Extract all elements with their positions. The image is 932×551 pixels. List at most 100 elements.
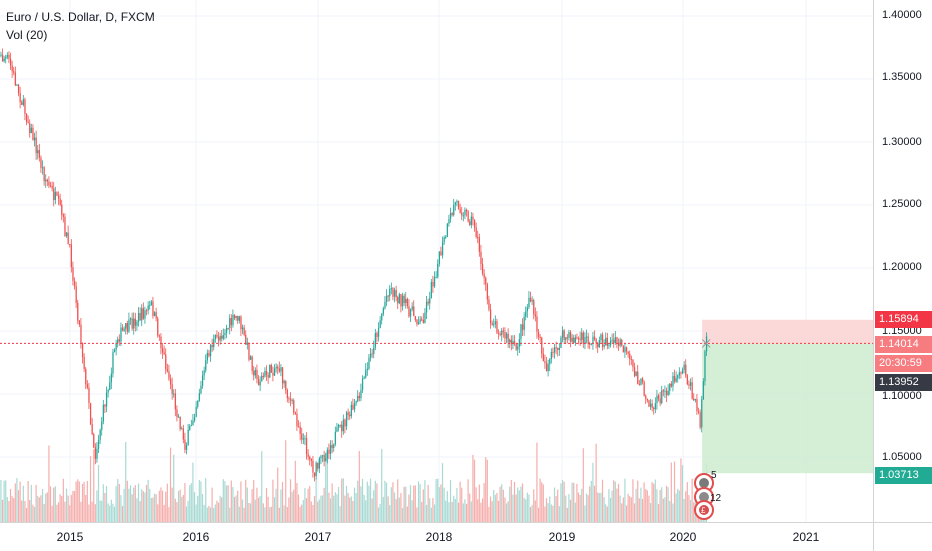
candle-body (191, 425, 192, 426)
time-tick: 2015 (57, 530, 84, 544)
candle-body (127, 323, 128, 332)
price-tick: 1.30000 (882, 136, 922, 148)
short-position-tool[interactable] (702, 320, 873, 473)
candle-body (93, 434, 94, 447)
volume-bar (202, 494, 203, 522)
volume-bar (472, 455, 473, 522)
event-markers[interactable]: 5 12 £ (695, 470, 722, 519)
volume-bar (399, 498, 400, 522)
candle-body (221, 336, 222, 339)
candle-body (109, 382, 110, 389)
volume-bar (132, 494, 133, 522)
volume-bar (316, 478, 317, 522)
candle-body (498, 333, 499, 334)
candle-body (282, 367, 283, 383)
candle-body (328, 450, 329, 454)
price-axis[interactable]: 1.40000 1.35000 1.30000 1.25000 1.20000 … (873, 0, 932, 522)
volume-bar (517, 487, 518, 522)
volume-bar (506, 503, 507, 522)
candle-body (36, 138, 37, 154)
candle-body (663, 390, 664, 391)
symbol-legend[interactable]: Euro / U.S. Dollar, D, FXCM (6, 10, 155, 24)
candle-body (76, 286, 77, 303)
take-profit-zone[interactable] (702, 343, 873, 473)
volume-bar (56, 505, 57, 522)
candle-body (130, 318, 131, 319)
candle-body (359, 396, 360, 398)
volume-bar (165, 492, 166, 522)
volume-bar (608, 489, 609, 522)
volume-legend[interactable]: Vol (20) (6, 28, 47, 42)
volume-bar (404, 487, 405, 522)
volume-bar (421, 502, 422, 522)
candle-body (466, 210, 467, 212)
volume-bar (20, 481, 21, 522)
volume-bar (552, 506, 553, 522)
stop-loss-zone[interactable] (702, 320, 873, 344)
volume-bar (160, 487, 161, 522)
volume-bar (71, 495, 72, 522)
chart-area[interactable]: 5 12 £ Euro / U.S. Dollar, D, FXCM Vol (… (0, 0, 873, 522)
candle-body (560, 338, 561, 348)
volume-bar (296, 483, 297, 522)
candle-body (373, 348, 374, 354)
candle-body (236, 316, 237, 318)
volume-bar (112, 504, 113, 522)
price-chart[interactable]: 5 12 £ (0, 0, 873, 522)
candle-body (242, 327, 243, 329)
candle-body (468, 212, 469, 222)
candle-body (170, 379, 171, 385)
candle-body (255, 370, 256, 375)
candle-body (354, 403, 355, 409)
time-tick: 2020 (670, 530, 697, 544)
volume-bar (280, 490, 281, 522)
volume-bar (663, 499, 664, 522)
candle-body (532, 300, 533, 301)
volume-bar (605, 504, 606, 522)
candle-body (485, 278, 486, 284)
candle-body (44, 167, 45, 181)
candle-body (423, 320, 424, 323)
candle-body (576, 337, 577, 338)
candle-body (298, 426, 299, 427)
candle-body (674, 376, 675, 382)
candle-body (690, 382, 691, 385)
candle-body (546, 363, 547, 371)
candle-body (506, 334, 507, 339)
candle-body (501, 331, 502, 335)
volume-bar (389, 505, 390, 522)
candle-body (556, 347, 557, 348)
candle-body (452, 213, 453, 215)
candle-body (599, 340, 600, 347)
volume-bar (536, 443, 537, 522)
volume-bar (146, 485, 147, 522)
volume-bar (221, 497, 222, 522)
candle-body (516, 343, 517, 349)
candle-body (439, 252, 440, 264)
event-marker-3[interactable]: £ (695, 501, 713, 519)
volume-bar (431, 508, 432, 522)
time-axis[interactable]: 2015 2016 2017 2018 2019 2020 2021 (0, 522, 873, 551)
candle-body (370, 354, 371, 358)
volume-bar (303, 500, 304, 522)
last-price-label: 1.13952 (875, 374, 932, 391)
volume-bar (629, 496, 630, 522)
candle-body (360, 390, 361, 398)
candle-body (42, 167, 43, 168)
volume-bar (204, 505, 205, 522)
volume-bar (647, 490, 648, 522)
candle-body (559, 348, 560, 350)
candle-body (4, 59, 5, 62)
volume-bar (261, 451, 262, 522)
volume-bar (375, 481, 376, 522)
candle-body (332, 445, 333, 448)
volume-bar (64, 502, 65, 522)
candle-body (149, 305, 150, 306)
candle-body (71, 245, 72, 268)
candle-body (602, 335, 603, 347)
volume-bar (245, 480, 246, 522)
volume-bar (264, 507, 265, 522)
volume-bar (570, 500, 571, 522)
volume-bar (524, 498, 525, 522)
candle-body (514, 341, 515, 344)
